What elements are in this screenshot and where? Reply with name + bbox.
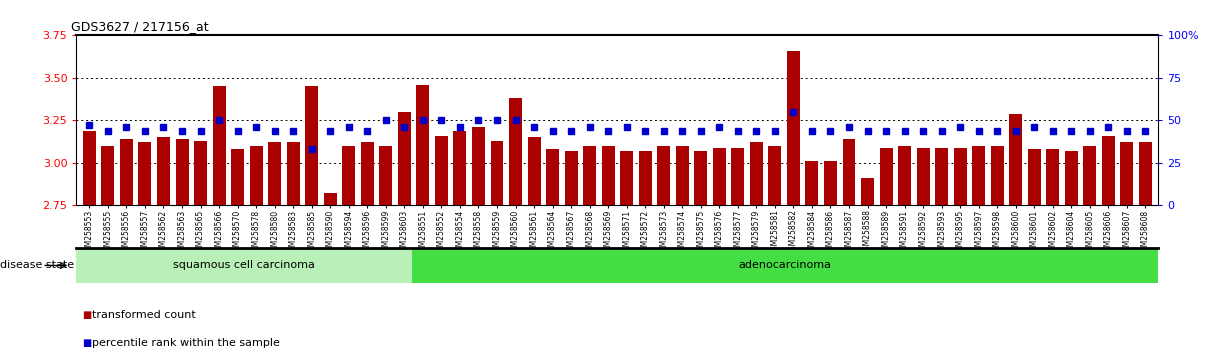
Text: ■: ■ (82, 310, 92, 320)
Bar (676, 146, 689, 354)
Bar (194, 141, 207, 354)
Bar (935, 148, 949, 354)
Text: squamous cell carcinoma: squamous cell carcinoma (173, 261, 315, 270)
Bar (879, 148, 893, 354)
Bar (564, 151, 577, 354)
Bar (1047, 149, 1059, 354)
Text: adenocarcinoma: adenocarcinoma (739, 261, 832, 270)
Bar (694, 151, 707, 354)
Bar (546, 149, 559, 354)
Bar (1121, 142, 1133, 354)
Bar (360, 142, 374, 354)
Bar (991, 146, 1003, 354)
Bar (639, 151, 651, 354)
Bar (212, 86, 226, 354)
Bar (824, 161, 837, 354)
Bar (306, 86, 318, 354)
Bar (250, 146, 263, 354)
Bar (861, 178, 875, 354)
Bar (286, 142, 300, 354)
Bar (416, 85, 429, 354)
Bar (176, 139, 188, 354)
Bar (398, 112, 411, 354)
Bar (1101, 136, 1115, 354)
Bar (1009, 114, 1023, 354)
Bar (82, 131, 96, 354)
Bar (805, 161, 819, 354)
Bar (1139, 142, 1152, 354)
Bar (583, 146, 596, 354)
Bar (102, 146, 114, 354)
Bar (509, 98, 522, 354)
Bar (380, 146, 392, 354)
Bar (657, 146, 671, 354)
Bar (528, 137, 541, 354)
Bar (120, 139, 133, 354)
Bar (713, 148, 725, 354)
Bar (898, 146, 911, 354)
Bar (268, 142, 281, 354)
Bar (472, 127, 485, 354)
Bar (750, 142, 763, 354)
Bar (602, 146, 615, 354)
Text: ■: ■ (82, 338, 92, 348)
Bar (972, 146, 985, 354)
Bar (324, 193, 337, 354)
Bar (232, 149, 244, 354)
Bar (1083, 146, 1097, 354)
Text: disease state: disease state (0, 261, 74, 270)
Bar (435, 136, 448, 354)
Bar (843, 139, 855, 354)
Bar (1065, 151, 1078, 354)
Bar (454, 131, 467, 354)
Text: percentile rank within the sample: percentile rank within the sample (92, 338, 280, 348)
Bar (917, 148, 929, 354)
Bar (490, 141, 503, 354)
Bar (620, 151, 633, 354)
Text: transformed count: transformed count (92, 310, 197, 320)
Text: GDS3627 / 217156_at: GDS3627 / 217156_at (72, 20, 209, 33)
Bar (768, 146, 781, 354)
Bar (156, 137, 170, 354)
Bar (787, 51, 799, 354)
Bar (731, 148, 745, 354)
Bar (342, 146, 355, 354)
Bar (953, 148, 967, 354)
Bar (138, 142, 152, 354)
Bar (1027, 149, 1041, 354)
